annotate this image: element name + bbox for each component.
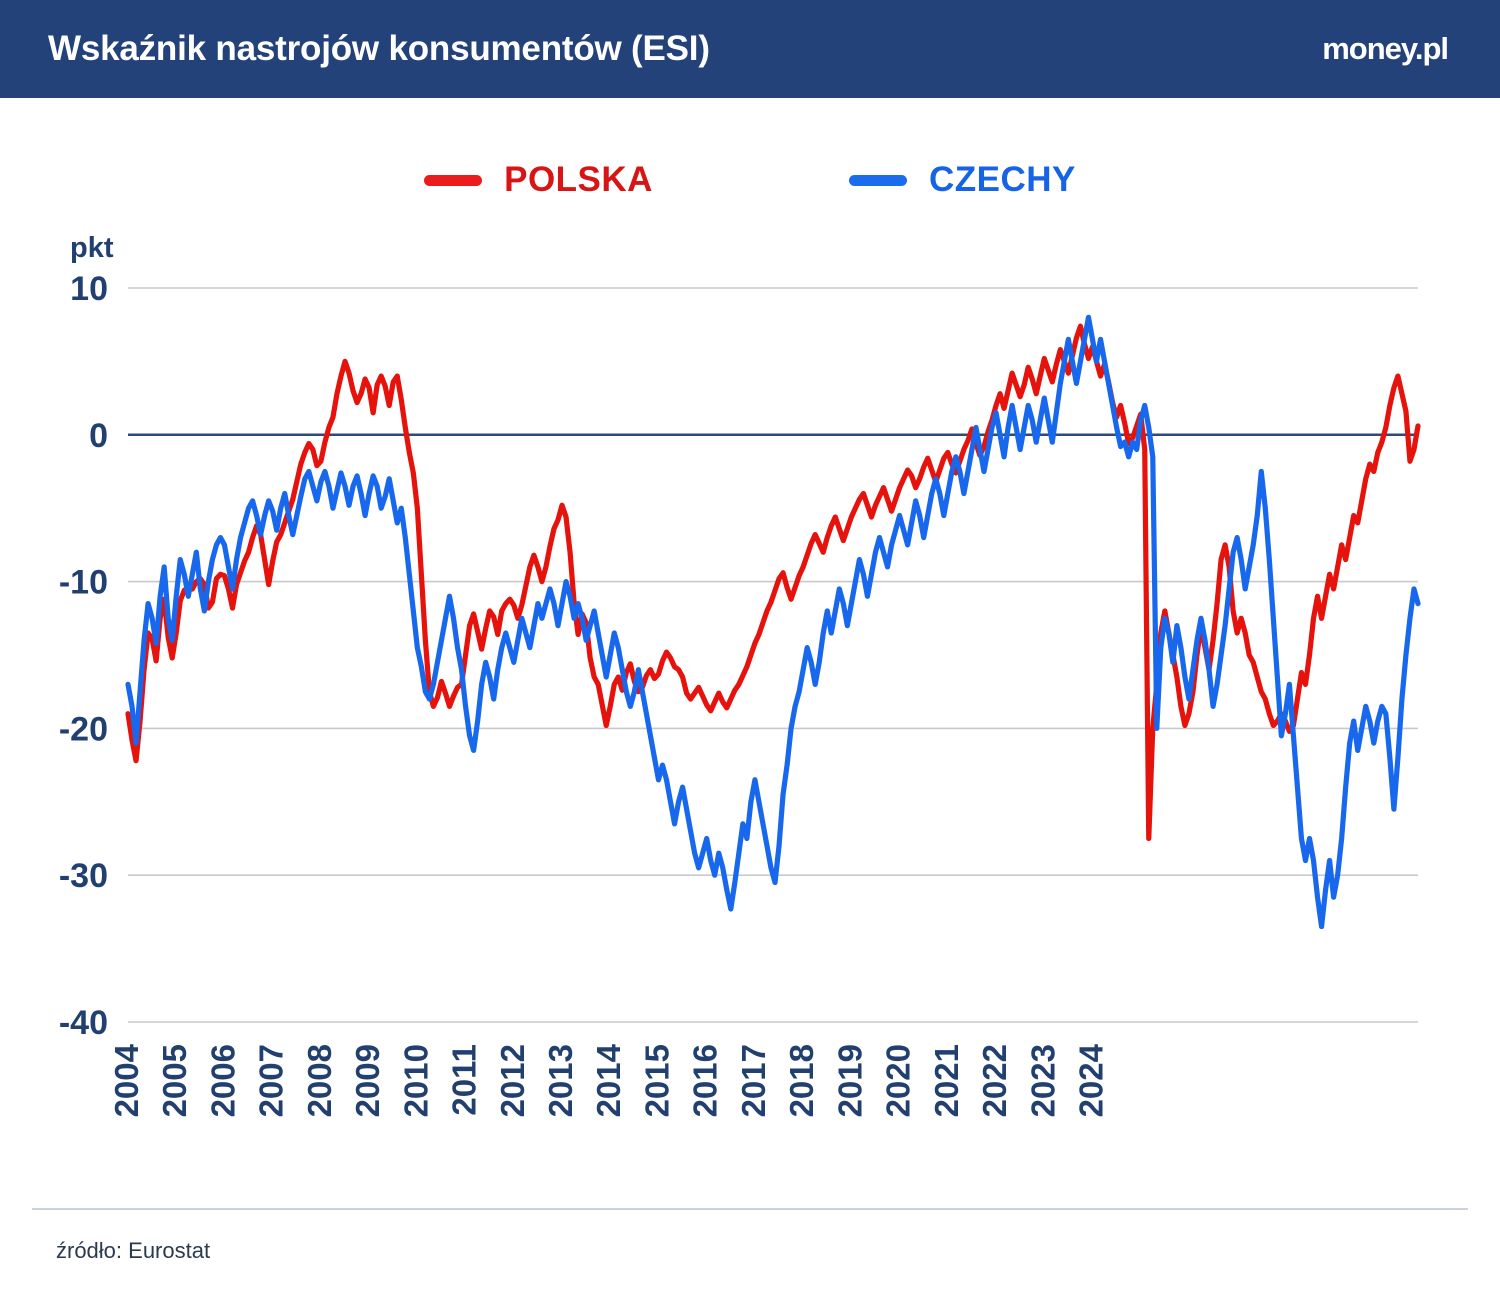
y-tick-label: -10 [59,564,108,602]
y-axis-tick-labels: 10 0 -10 -20 -30 -40 [59,270,108,1042]
page-title: Wskaźnik nastrojów konsumentów (ESI) [48,29,710,68]
x-tick-label: 2008 [301,1044,338,1117]
source-note: źródło: Eurostat [56,1238,211,1263]
x-tick-label: 2018 [783,1044,820,1117]
money-pl-logo: money.pl [1322,31,1449,66]
legend-label-polska: POLSKA [504,160,653,199]
x-axis-tick-labels: 2004 2005 2006 2007 2008 2009 2010 2011 2012 2013… [108,1043,1110,1117]
x-tick-label: 2016 [687,1044,724,1117]
footer-divider [32,1208,1468,1210]
legend-swatch-polska [424,174,483,186]
y-tick-label: 0 [89,417,108,455]
legend-swatch-czechy [848,174,907,186]
y-tick-label: -40 [59,1004,108,1042]
x-tick-label: 2017 [735,1044,772,1117]
x-tick-label: 2024 [1073,1043,1110,1117]
x-tick-label: 2009 [349,1044,386,1117]
x-tick-label: 2006 [204,1044,241,1117]
page-header: Wskaźnik nastrojów konsumentów (ESI) mon… [0,0,1500,98]
chart-gridlines [128,287,1418,1023]
x-tick-label: 2021 [928,1044,965,1117]
x-tick-label: 2010 [397,1044,434,1117]
x-tick-label: 2023 [1024,1044,1061,1117]
x-tick-label: 2022 [976,1044,1013,1117]
x-tick-label: 2005 [156,1044,193,1117]
x-tick-label: 2019 [831,1044,868,1117]
x-tick-label: 2014 [590,1043,627,1117]
chart-legend: POLSKA CZECHY [0,150,1500,210]
y-tick-label: -30 [59,857,108,895]
legend-item-czechy: CZECHY [848,160,1076,200]
x-tick-label: 2013 [542,1044,579,1117]
x-tick-label: 2004 [108,1043,145,1117]
x-tick-label: 2011 [446,1044,483,1116]
x-tick-label: 2015 [639,1044,676,1117]
series-line-czechy [125,314,1421,930]
x-tick-label: 2007 [253,1044,290,1117]
y-axis-unit-label: pkt [70,232,114,264]
series-line-polska [125,323,1421,842]
y-tick-label: 10 [70,270,108,308]
y-tick-label: -20 [59,710,108,748]
legend-item-polska: POLSKA [424,160,653,200]
legend-label-czechy: CZECHY [928,160,1076,199]
x-tick-label: 2012 [494,1044,531,1117]
chart-series-lines [125,314,1421,930]
x-tick-label: 2020 [880,1044,917,1117]
